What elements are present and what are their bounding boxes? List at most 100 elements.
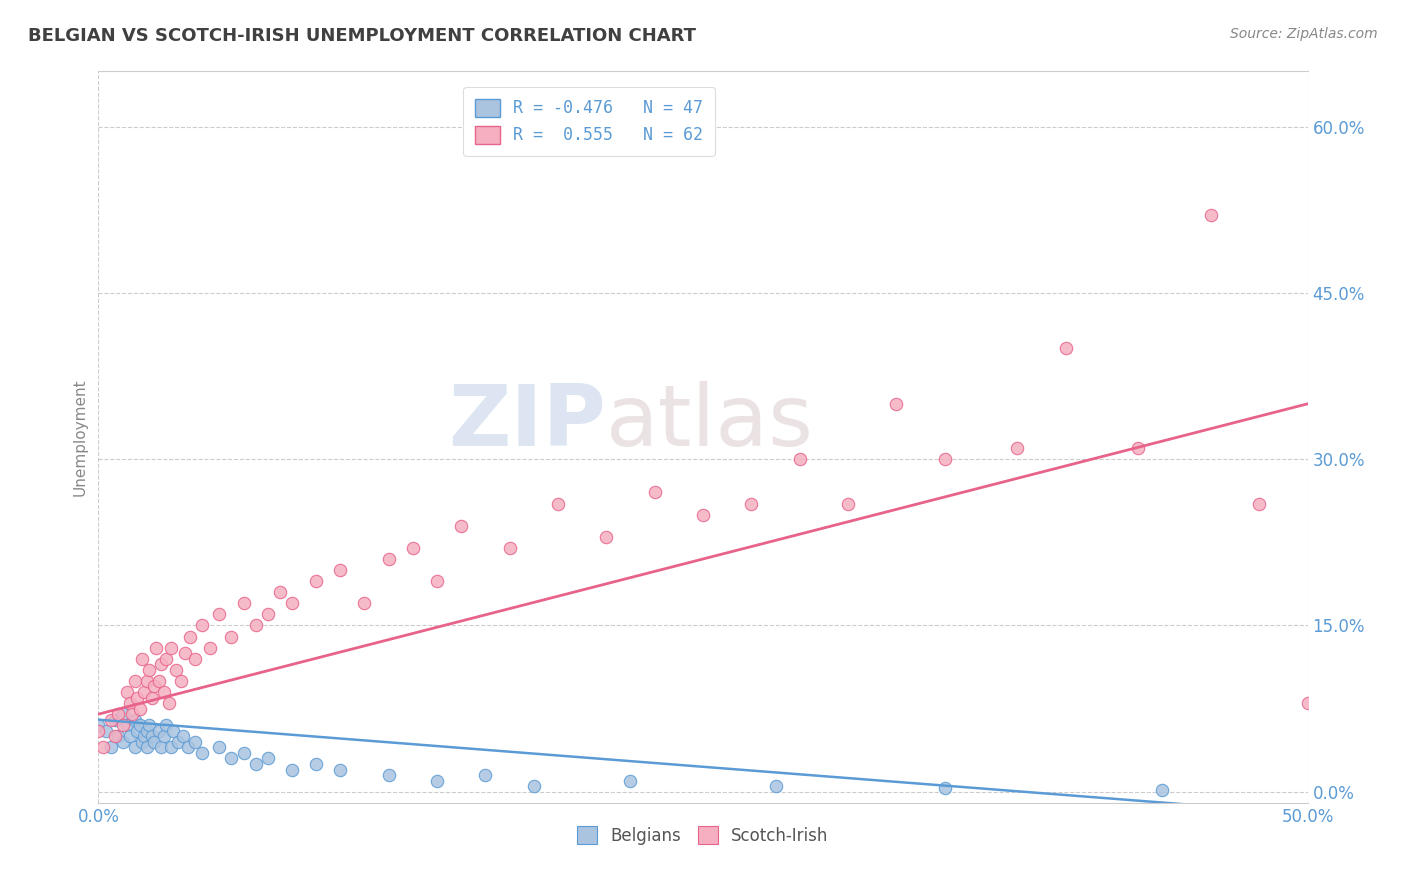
Point [1152, 782, 1174, 797]
Point [117, 718, 139, 732]
Point [169, 673, 191, 688]
Point [232, 596, 254, 610]
Point [160, 640, 183, 655]
Point [191, 746, 214, 760]
Legend: Belgians, Scotch-Irish: Belgians, Scotch-Irish [569, 818, 837, 853]
Point [692, 508, 714, 522]
Point [377, 768, 399, 782]
Point [150, 657, 173, 672]
Point [135, 723, 157, 738]
Point [208, 607, 231, 622]
Point [155, 718, 177, 732]
Point [127, 723, 149, 738]
Point [1007, 441, 1029, 455]
Point [141, 690, 163, 705]
Point [152, 685, 174, 699]
Point [118, 729, 141, 743]
Point [644, 485, 666, 500]
Point [1249, 497, 1271, 511]
Point [281, 596, 304, 610]
Point [1054, 342, 1077, 356]
Point [402, 541, 425, 555]
Point [135, 740, 157, 755]
Point [245, 757, 267, 772]
Point [117, 685, 139, 699]
Point [179, 630, 201, 644]
Point [245, 618, 267, 632]
Point [1296, 696, 1319, 710]
Point [172, 729, 194, 743]
Point [305, 574, 328, 589]
Point [198, 640, 221, 655]
Text: Source: ZipAtlas.com: Source: ZipAtlas.com [1230, 27, 1378, 41]
Point [377, 552, 399, 566]
Point [100, 713, 122, 727]
Point [256, 751, 278, 765]
Point [221, 630, 243, 644]
Point [450, 518, 472, 533]
Point [174, 646, 197, 660]
Text: BELGIAN VS SCOTCH-IRISH UNEMPLOYMENT CORRELATION CHART: BELGIAN VS SCOTCH-IRISH UNEMPLOYMENT COR… [28, 27, 696, 45]
Point [155, 651, 177, 665]
Point [127, 690, 149, 705]
Point [177, 740, 200, 755]
Point [152, 729, 174, 743]
Y-axis label: Unemployment: Unemployment [72, 378, 87, 496]
Point [619, 773, 641, 788]
Point [121, 707, 143, 722]
Point [256, 607, 278, 622]
Point [124, 713, 146, 727]
Point [138, 663, 160, 677]
Point [1128, 441, 1150, 455]
Point [128, 718, 150, 732]
Point [232, 746, 254, 760]
Point [141, 729, 163, 743]
Point [269, 585, 291, 599]
Point [145, 640, 167, 655]
Point [934, 452, 956, 467]
Point [934, 781, 956, 796]
Point [104, 713, 127, 727]
Point [886, 397, 908, 411]
Point [118, 696, 141, 710]
Point [595, 530, 617, 544]
Point [111, 735, 134, 749]
Point [765, 779, 787, 793]
Point [94, 723, 117, 738]
Point [208, 740, 231, 755]
Point [124, 673, 146, 688]
Point [474, 768, 496, 782]
Point [150, 740, 173, 755]
Point [329, 763, 352, 777]
Point [124, 740, 146, 755]
Point [107, 729, 129, 743]
Point [837, 497, 859, 511]
Point [91, 740, 114, 755]
Point [426, 773, 449, 788]
Point [107, 707, 129, 722]
Point [111, 707, 134, 722]
Point [138, 718, 160, 732]
Point [740, 497, 762, 511]
Point [281, 763, 304, 777]
Point [165, 663, 187, 677]
Point [148, 723, 170, 738]
Point [87, 723, 110, 738]
Point [135, 673, 157, 688]
Point [191, 618, 214, 632]
Point [157, 696, 180, 710]
Point [134, 729, 156, 743]
Point [128, 701, 150, 715]
Point [143, 680, 166, 694]
Point [162, 723, 184, 738]
Text: ZIP: ZIP [449, 381, 606, 464]
Point [131, 735, 153, 749]
Point [547, 497, 569, 511]
Point [167, 735, 190, 749]
Point [221, 751, 243, 765]
Point [498, 541, 520, 555]
Point [131, 651, 153, 665]
Point [143, 735, 166, 749]
Point [184, 651, 207, 665]
Point [160, 740, 183, 755]
